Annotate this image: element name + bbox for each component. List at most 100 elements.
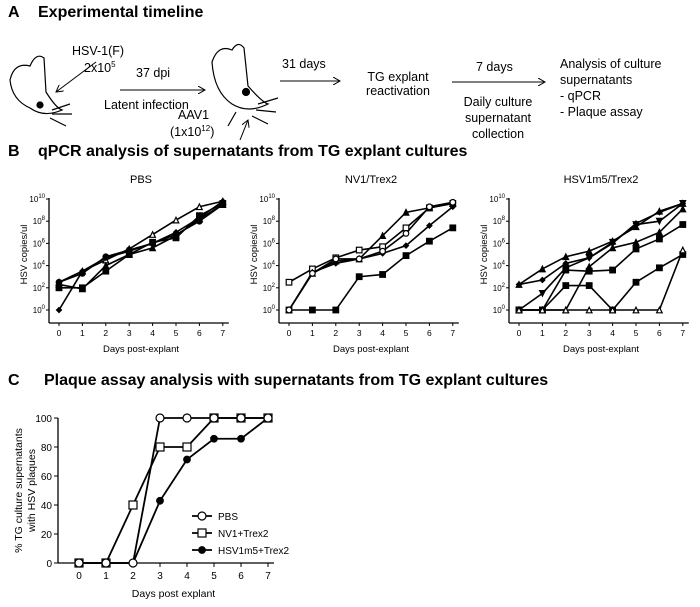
data-point [609,266,616,274]
data-point [182,442,192,452]
timeline-diagram [9,43,700,140]
aav-label: AAV1 [178,108,210,122]
series-line [74,413,273,568]
data-point [125,250,133,258]
data-point [355,246,363,254]
y-tick-exp: 0 [272,305,276,311]
data-point [155,413,165,423]
dpi-label: 37 dpi [136,66,171,80]
data-point [585,282,593,289]
panel-c-letter: C [8,372,20,389]
data-point [128,558,138,568]
data-point [449,203,457,211]
x-tick-label: 7 [680,328,685,338]
chart-title: PBS [130,174,152,186]
x-tick-label: 6 [238,571,244,582]
y-tick-exp: 8 [42,216,46,222]
panel-c-title: Plaque assay analysis with supernatants … [44,372,549,389]
data-point [562,305,570,314]
panel-a-title: Experimental timeline [38,4,204,21]
y-tick-exp: 10 [38,194,45,200]
data-point [655,264,663,272]
analysis-line1: Analysis of culture [560,57,662,71]
x-tick-label: 3 [157,571,163,582]
y-axis-label: HSV copies/ul [19,225,30,285]
dose-end: ) [210,125,215,140]
x-axis-label: Days post-explant [563,344,639,355]
days31-label: 31 days [282,57,326,71]
data-point [608,305,617,314]
y-tick-label: 106 [33,238,46,248]
series-path [288,201,453,311]
x-tick-label: 1 [80,328,85,338]
data-point [128,500,138,510]
data-point [195,214,204,223]
data-point [198,546,206,554]
x-tick-label: 6 [427,328,432,338]
x-tick-label: 7 [450,328,455,338]
panel-b-letter: B [8,143,20,160]
y-tick-exp: 0 [502,305,506,311]
data-point [538,289,547,298]
data-point [378,231,387,240]
data-point [332,260,340,267]
data-point [538,305,547,314]
data-point [679,204,687,213]
series-path [58,203,224,283]
y-tick-label: 104 [33,261,46,271]
y-tick-exp: 4 [272,261,276,267]
y-tick-exp: 2 [42,283,46,289]
legend-item: PBS [192,511,238,523]
data-point [78,269,86,277]
panel-b-title: qPCR analysis of supernatants from TG ex… [38,143,468,160]
data-point [197,528,207,538]
series-path [519,253,684,312]
data-point [562,266,570,274]
data-point [182,413,192,423]
data-point [309,306,316,314]
x-tick-label: 1 [103,571,109,582]
data-point [402,252,410,260]
analysis-label: Analysis of culture supernatants - qPCR - P… [560,56,661,120]
mouse-icon [9,55,72,127]
y-tick-label: 108 [263,216,276,226]
y-tick-exp: 6 [502,238,506,244]
series-line [285,203,457,314]
series-line [75,414,272,567]
x-axis-label: Days post-explant [103,344,179,355]
y-tick-label: 100 [493,305,506,315]
y-tick-exp: 6 [42,238,46,244]
y-tick-label: 100 [33,305,46,315]
data-point [585,254,593,262]
data-point [632,221,640,229]
y-tick-exp: 4 [502,261,506,267]
data-point [236,413,246,423]
data-point [332,255,340,263]
data-point [309,269,316,277]
data-point [102,267,110,275]
data-point [209,413,219,423]
y-tick-label: 80 [41,443,53,454]
data-point [102,261,110,269]
daily-line1: Daily culture [463,95,533,109]
y-tick-label: 100 [263,305,276,315]
series-line [285,198,457,314]
data-point [263,413,273,423]
data-point [656,208,663,216]
x-tick-label: 4 [610,328,615,338]
legend-label: HSV1m5+Trex2 [218,546,289,557]
x-tick-label: 5 [211,571,217,582]
data-point [608,243,617,252]
x-tick-label: 2 [563,328,568,338]
data-point [285,306,293,314]
y-tick-label: 108 [493,216,506,226]
analysis-item-plaque: - Plaque assay [560,105,643,119]
dose-text: 2x10 [84,61,112,76]
series-path [519,223,684,311]
series-line [515,245,687,314]
data-point [210,434,218,443]
y-tick-label: 102 [33,283,46,293]
y-axis-label: HSV copies/ul [479,225,490,285]
data-point [101,558,111,568]
